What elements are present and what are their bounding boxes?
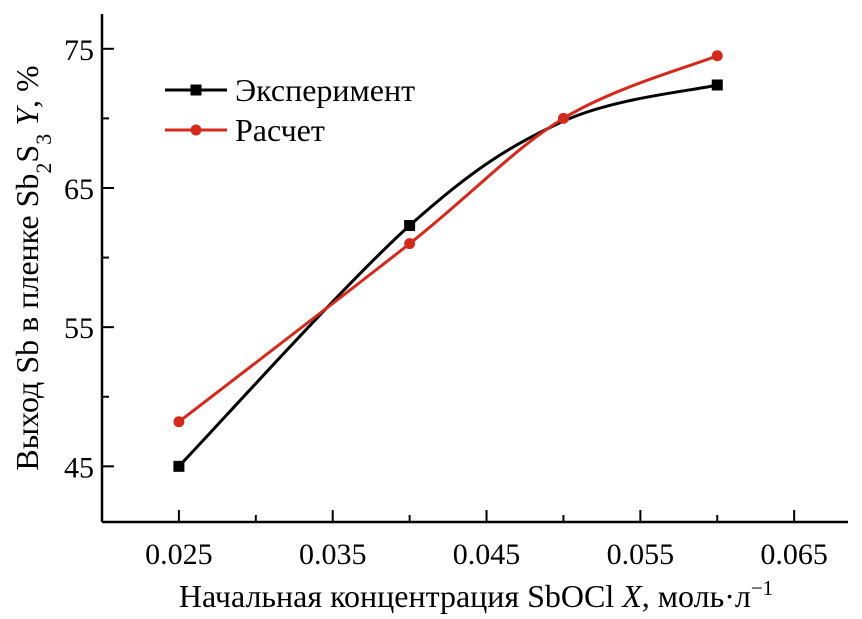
legend-label-experiment: Эксперимент bbox=[235, 72, 415, 108]
x-axis-title-units-sup: −1 bbox=[751, 576, 773, 600]
x-axis-title-var: X bbox=[620, 578, 643, 614]
x-tick-label: 0.035 bbox=[299, 538, 367, 571]
series-layer bbox=[173, 50, 723, 472]
x-tick-label: 0.065 bbox=[760, 538, 828, 571]
point-calculated bbox=[557, 112, 569, 124]
y-axis-title-mid: S bbox=[9, 145, 45, 163]
y-axis-title: Выход Sb в пленке Sb2S3 Y, % bbox=[9, 65, 56, 470]
axes bbox=[100, 14, 848, 524]
point-experiment bbox=[404, 220, 416, 232]
y-axis-title-space bbox=[9, 126, 45, 134]
point-experiment bbox=[711, 79, 723, 91]
y-tick-label: 45 bbox=[64, 451, 94, 484]
point-calculated bbox=[173, 416, 185, 428]
x-axis-title: Начальная концентрация SbOCl X, моль·л−1 bbox=[179, 576, 773, 614]
legend-marker-experiment bbox=[190, 84, 202, 96]
x-ticks: 0.025 0.035 0.045 0.055 0.065 bbox=[145, 510, 828, 571]
y-tick-label: 55 bbox=[64, 312, 94, 345]
legend: Эксперимент Расчет bbox=[165, 72, 415, 148]
point-calculated bbox=[711, 50, 723, 62]
point-calculated bbox=[404, 238, 416, 250]
point-experiment bbox=[173, 460, 185, 472]
y-axis-title-sub1: 2 bbox=[31, 163, 56, 174]
y-axis-title-prefix: Выход Sb в пленке Sb bbox=[9, 174, 45, 471]
y-tick-label: 65 bbox=[64, 173, 94, 206]
y-tick-label: 75 bbox=[64, 34, 94, 67]
series-line-experiment bbox=[177, 83, 718, 468]
x-axis-title-main: Начальная концентрация SbOCl bbox=[179, 578, 622, 614]
y-ticks: 45 55 65 75 bbox=[64, 34, 114, 484]
x-tick-label: 0.045 bbox=[453, 538, 521, 571]
x-tick-label: 0.055 bbox=[607, 538, 675, 571]
y-axis-title-sub2: 3 bbox=[31, 134, 56, 145]
series-line-calculated bbox=[177, 54, 718, 423]
legend-marker-calculated bbox=[190, 124, 202, 136]
y-axis-title-suffix: , % bbox=[9, 65, 45, 108]
x-tick-label: 0.025 bbox=[145, 538, 213, 571]
legend-label-calculated: Расчет bbox=[235, 112, 325, 148]
x-axis-title-units: , моль·л bbox=[642, 578, 751, 614]
y-axis-title-var: Y bbox=[9, 105, 45, 126]
